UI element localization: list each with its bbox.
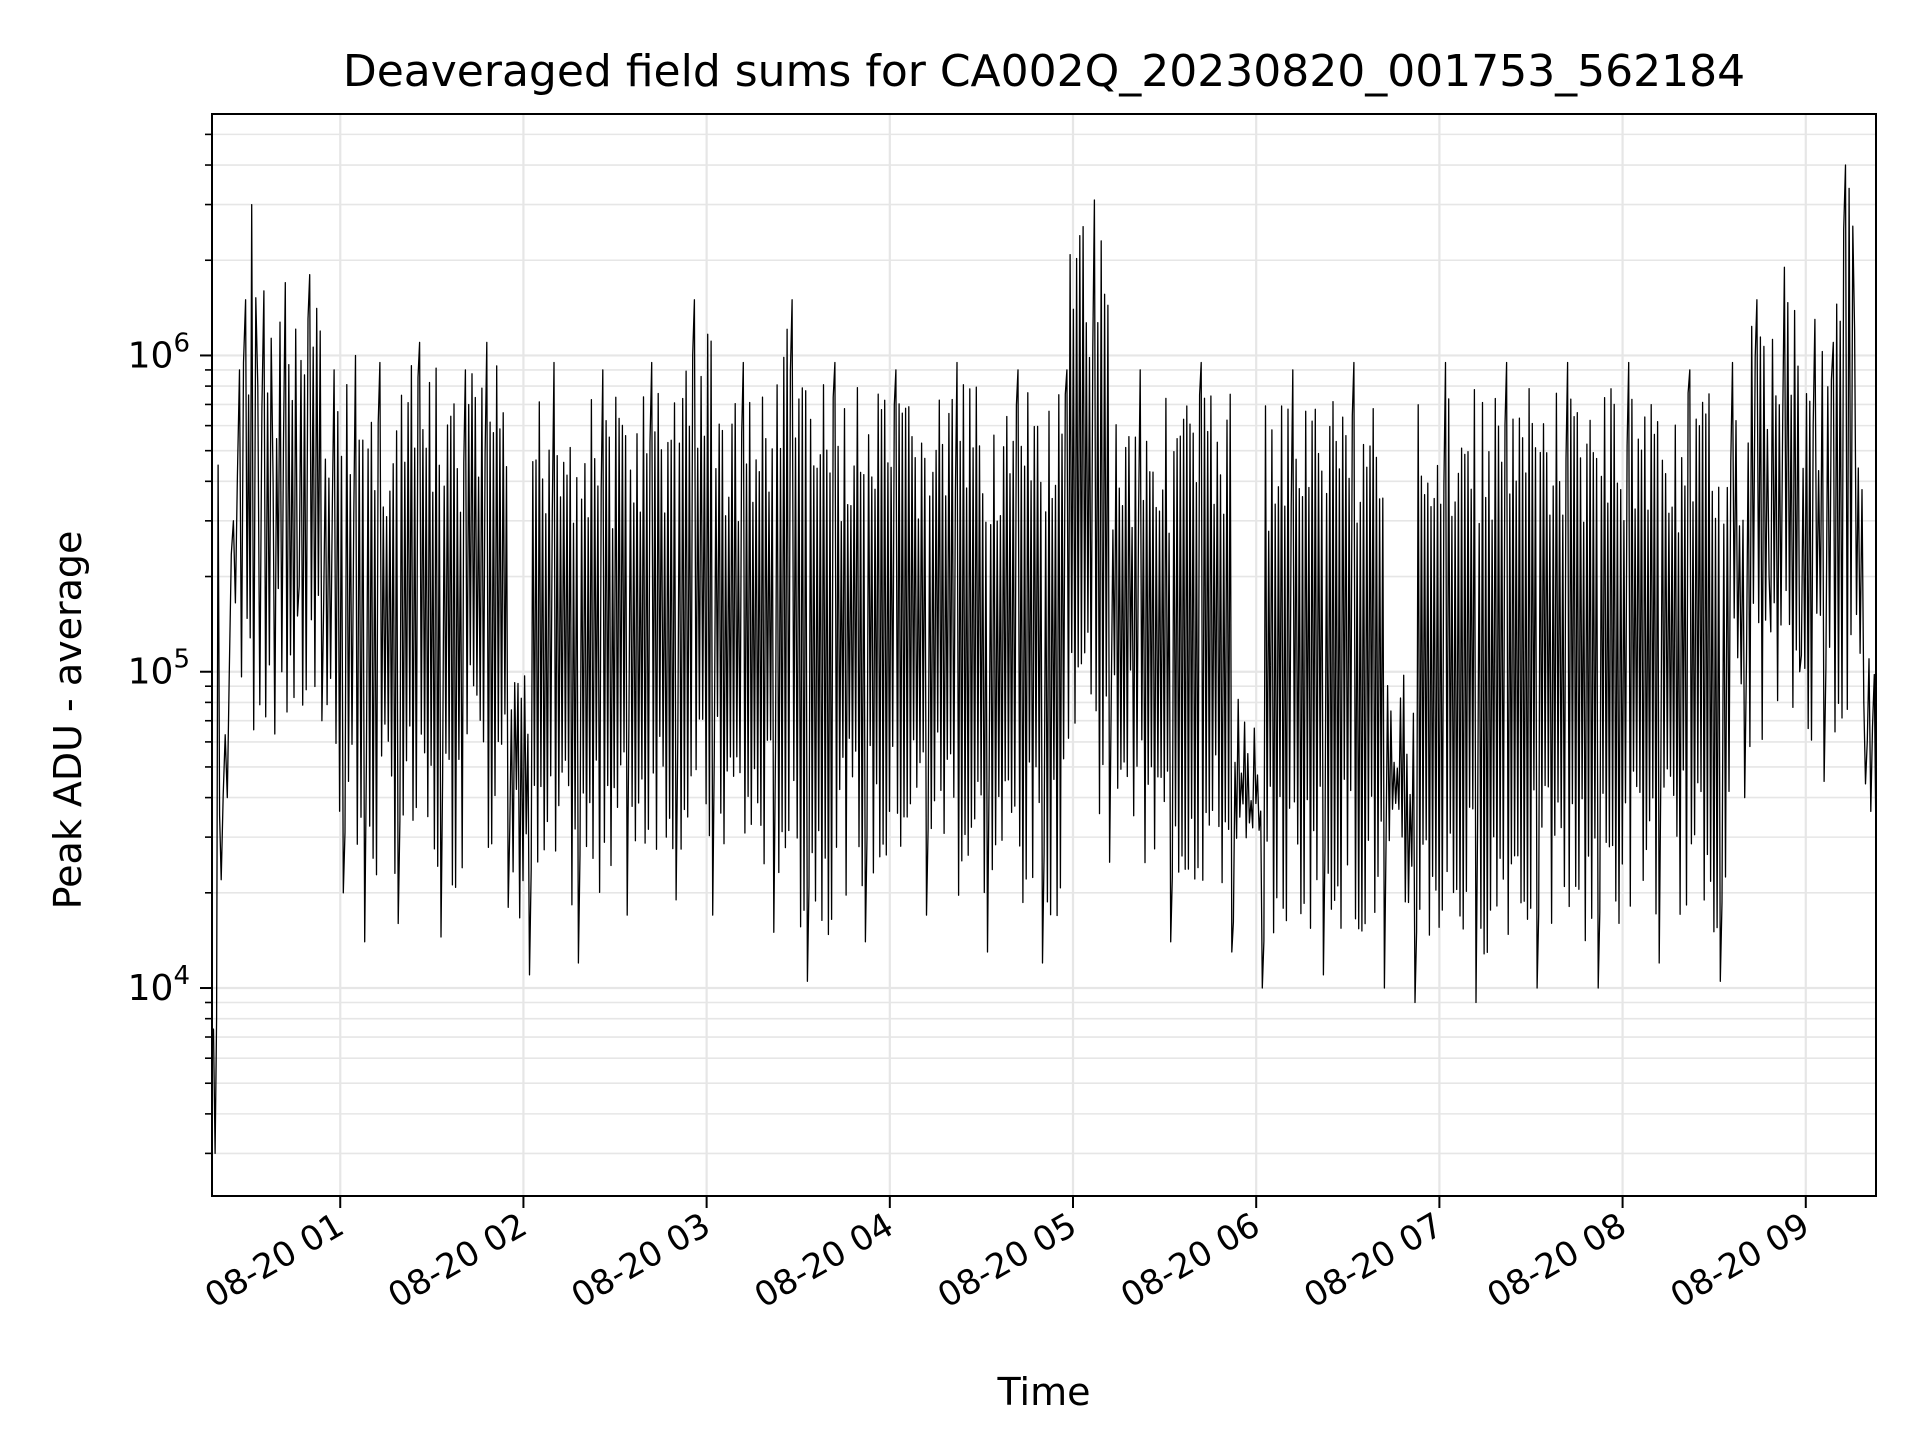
x-axis-ticks: 08-20 01 08-20 02 08-20 03 08-20 04 08-20 05… — [198, 1196, 1816, 1316]
x-tick-label: 08-20 01 — [198, 1205, 350, 1316]
y-axis-ticks: 104 105 106 — [128, 133, 212, 1155]
x-tick-label: 08-20 03 — [565, 1205, 717, 1316]
y-axis-label: Peak ADU - average — [46, 530, 90, 910]
y-tick-label: 105 — [128, 645, 190, 693]
x-tick-label: 08-20 04 — [748, 1205, 900, 1316]
x-tick-label: 08-20 05 — [931, 1205, 1083, 1316]
data-line-layer — [211, 164, 1877, 1155]
x-tick-label: 08-20 07 — [1297, 1205, 1449, 1316]
plot-frame — [211, 113, 1877, 1197]
y-tick-label: 104 — [128, 961, 190, 1009]
x-axis-label: Time — [997, 1370, 1091, 1414]
x-tick-label: 08-20 02 — [382, 1205, 534, 1316]
y-tick-label: 106 — [128, 328, 190, 376]
x-tick-label: 08-20 08 — [1481, 1205, 1633, 1316]
x-tick-label: 08-20 09 — [1664, 1205, 1816, 1316]
data-series-line — [211, 164, 1877, 1155]
x-tick-label: 08-20 06 — [1114, 1205, 1266, 1316]
chart-title: Deaveraged field sums for CA002Q_2023082… — [342, 46, 1746, 97]
